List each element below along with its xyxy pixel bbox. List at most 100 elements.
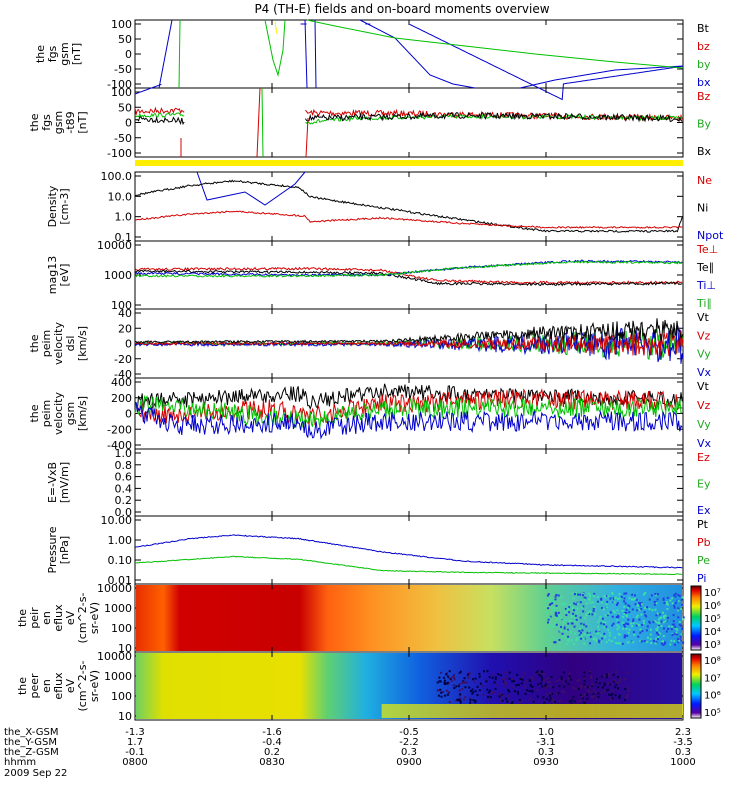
- spectrogram-pixel: [648, 621, 651, 624]
- spectrogram-pixel: [573, 609, 576, 612]
- spectrogram-pixel: [623, 623, 626, 626]
- xaxis-value: -1.6: [262, 727, 282, 738]
- spectrogram-pixel: [440, 695, 443, 698]
- spectrogram-pixel: [468, 672, 471, 675]
- spectrogram-pixel: [552, 701, 555, 704]
- ytick-label: 200: [111, 392, 132, 405]
- ytick-label: 1000: [104, 602, 132, 615]
- spectrogram-pixel: [656, 629, 659, 632]
- spectrogram-pixel: [601, 691, 604, 694]
- spectrogram-pixel: [558, 614, 561, 617]
- spectrogram-pixel: [451, 675, 454, 678]
- spectrogram-pixel: [631, 593, 634, 596]
- spectrogram-pixel: [565, 629, 568, 632]
- spectrogram-pixel: [438, 676, 441, 679]
- spectrogram-pixel: [633, 633, 636, 636]
- spectrogram-pixel: [588, 670, 591, 673]
- spectrogram-pixel: [653, 600, 656, 603]
- spectrogram-pixel: [498, 692, 501, 695]
- spectrogram-pixel: [479, 682, 482, 685]
- spectrogram-pixel: [567, 677, 570, 680]
- spectrogram-pixel: [622, 616, 625, 619]
- spectrogram-pixel: [538, 673, 541, 676]
- spectrogram-pixel: [462, 681, 465, 684]
- xaxis-row-label: the_Z-GSM: [4, 747, 59, 758]
- spectrogram-pixel: [537, 671, 540, 674]
- spectrogram-pixel: [568, 611, 571, 614]
- spectrogram-pixel: [589, 598, 592, 601]
- spectrogram-pixel: [646, 606, 649, 609]
- xaxis-row-label: the_X-GSM: [4, 727, 58, 738]
- colorbar-label: 10⁶: [704, 691, 721, 702]
- spectrogram-pixel: [568, 700, 571, 703]
- spectrogram-pixel: [674, 592, 677, 595]
- spectrogram-pixel: [613, 679, 616, 682]
- spectrogram-pixel: [531, 685, 534, 688]
- legend-Vx: Vx: [697, 437, 712, 450]
- spectrogram-pixel: [571, 622, 574, 625]
- spectrogram-pixel: [524, 692, 527, 695]
- spectrogram-pixel: [601, 601, 604, 604]
- spectrogram-pixel: [675, 631, 678, 634]
- spectrogram-pixel: [632, 631, 635, 634]
- series-Pe: [134, 555, 683, 576]
- spectrogram-pixel: [617, 616, 620, 619]
- spectrogram-pixel: [512, 686, 515, 689]
- spectrogram-pixel: [478, 675, 481, 678]
- spectrogram-pixel: [459, 699, 462, 702]
- spectrogram-pixel: [625, 592, 628, 595]
- spectrogram-pixel: [586, 697, 589, 700]
- legend-Pi: Pi: [697, 572, 706, 585]
- spectrogram-pixel: [670, 639, 673, 642]
- spectrogram-pixel: [648, 598, 651, 601]
- spectrogram-pixel: [582, 605, 585, 608]
- ytick-label: -40: [114, 368, 132, 381]
- spectrogram-pixel: [552, 686, 555, 689]
- spectrogram-pixel: [605, 603, 608, 606]
- spectrogram-pixel: [662, 627, 665, 630]
- spectrogram-pixel: [677, 593, 680, 596]
- spectrogram-pixel: [627, 641, 630, 644]
- spectrogram-pixel: [555, 593, 558, 596]
- spectrogram-pixel: [648, 620, 651, 623]
- spectrogram-pixel: [553, 600, 556, 603]
- series-bx: [304, 19, 308, 89]
- spectrogram-pixel: [677, 616, 680, 619]
- spectrogram-pixel: [563, 618, 566, 621]
- spectrogram-pixel: [600, 597, 603, 600]
- spectrogram-pixel: [530, 685, 533, 688]
- spectrogram-pixel: [590, 677, 593, 680]
- spectrogram-pixel: [555, 612, 558, 615]
- spectrogram-pixel: [473, 680, 476, 683]
- spectrogram-pixel: [536, 695, 539, 698]
- spectrogram-pixel: [632, 620, 635, 623]
- xaxis-value: 0.2: [264, 747, 280, 758]
- spectrogram-pixel: [566, 639, 569, 642]
- spectrogram-pixel: [671, 597, 674, 600]
- spectrogram-pixel: [466, 673, 469, 676]
- spectrogram-pixel: [586, 686, 589, 689]
- spectrogram-pixel: [677, 600, 680, 603]
- spectrogram-pixel: [579, 635, 582, 638]
- series-bx: [359, 19, 476, 89]
- spectrogram-pixel: [623, 635, 626, 638]
- spectrogram-pixel: [618, 680, 621, 683]
- spectrogram-pixel: [583, 677, 586, 680]
- spectrogram-pixel: [682, 618, 685, 621]
- spectrogram-pixel: [576, 602, 579, 605]
- ytick-label: -50: [114, 132, 132, 145]
- spectrogram-pixel: [609, 698, 612, 701]
- spectrogram-pixel: [657, 633, 660, 636]
- legend-Pe: Pe: [697, 554, 710, 567]
- spectrogram-pixel: [618, 696, 621, 699]
- spectrogram-pixel: [569, 603, 572, 606]
- spectrogram-pixel: [557, 594, 560, 597]
- spectrogram-pixel: [673, 594, 676, 597]
- spectrogram-pixel: [603, 682, 606, 685]
- legend-By: By: [697, 118, 712, 131]
- ylabel-line: eV: [64, 610, 77, 625]
- ylabel-line: the: [28, 334, 41, 352]
- legend-Vy: Vy: [697, 418, 711, 431]
- ylabel-line: the: [28, 404, 41, 422]
- spectrogram-pixel: [674, 602, 677, 605]
